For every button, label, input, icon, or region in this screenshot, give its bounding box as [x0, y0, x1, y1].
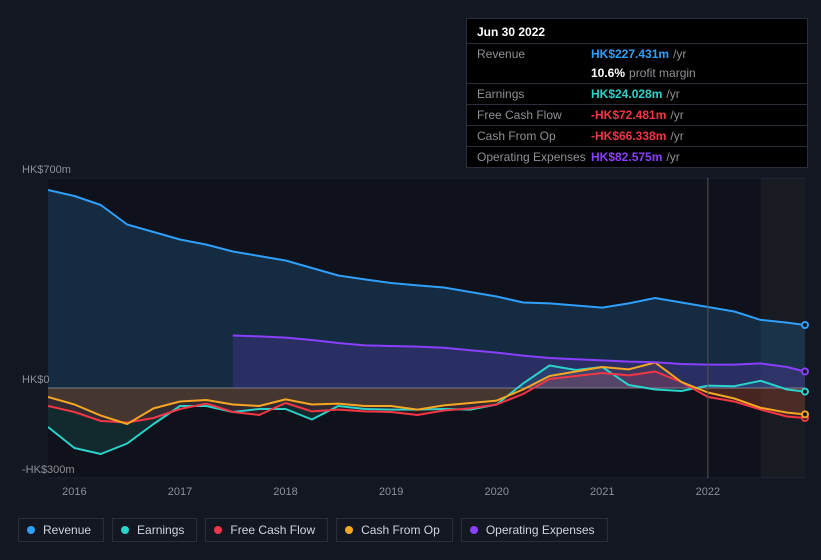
- tooltip-value: HK$82.575m: [591, 150, 662, 164]
- legend-label: Operating Expenses: [486, 523, 595, 537]
- legend-item-opex[interactable]: Operating Expenses: [461, 518, 608, 542]
- x-tick-label: 2021: [590, 486, 614, 498]
- legend-swatch: [27, 526, 35, 534]
- x-tick-label: 2017: [168, 486, 192, 498]
- tooltip-label: Cash From Op: [477, 129, 591, 143]
- tooltip-label: Operating Expenses: [477, 150, 591, 164]
- tooltip-sub-revenue: .10.6%profit margin: [467, 64, 807, 83]
- legend-swatch: [121, 526, 129, 534]
- x-tick-label: 2018: [273, 486, 297, 498]
- tooltip-value: HK$227.431m: [591, 47, 669, 61]
- tooltip-value: HK$24.028m: [591, 87, 662, 101]
- x-tick-label: 2022: [696, 486, 720, 498]
- legend-label: Earnings: [137, 523, 184, 537]
- legend-swatch: [214, 526, 222, 534]
- x-tick-label: 2020: [484, 486, 508, 498]
- tooltip-row-opex: Operating ExpensesHK$82.575m/yr: [467, 146, 807, 167]
- x-tick-label: 2019: [379, 486, 403, 498]
- legend-item-earnings[interactable]: Earnings: [112, 518, 197, 542]
- legend-swatch: [470, 526, 478, 534]
- tooltip-row-cfo: Cash From Op-HK$66.338m/yr: [467, 125, 807, 146]
- tooltip-date: Jun 30 2022: [467, 19, 807, 43]
- tooltip-row-earnings: EarningsHK$24.028m/yr: [467, 83, 807, 104]
- tooltip-label: Earnings: [477, 87, 591, 101]
- tooltip-value: -HK$72.481m: [591, 108, 666, 122]
- legend-swatch: [345, 526, 353, 534]
- tooltip-unit: /yr: [666, 87, 679, 101]
- x-tick-label: 2016: [62, 486, 86, 498]
- tooltip-sub-value: 10.6%: [591, 66, 625, 80]
- tooltip-value: -HK$66.338m: [591, 129, 666, 143]
- tooltip-row-revenue: RevenueHK$227.431m/yr: [467, 43, 807, 64]
- legend-item-revenue[interactable]: Revenue: [18, 518, 104, 542]
- legend-label: Revenue: [43, 523, 91, 537]
- legend-label: Cash From Op: [361, 523, 440, 537]
- tooltip-unit: /yr: [670, 129, 683, 143]
- legend-item-fcf[interactable]: Free Cash Flow: [205, 518, 328, 542]
- y-tick-label: HK$700m: [22, 164, 71, 176]
- tooltip-label: Free Cash Flow: [477, 108, 591, 122]
- legend-item-cfo[interactable]: Cash From Op: [336, 518, 453, 542]
- legend-label: Free Cash Flow: [230, 523, 315, 537]
- tooltip-sub-unit: profit margin: [629, 66, 696, 80]
- tooltip-unit: /yr: [666, 150, 679, 164]
- legend: Revenue Earnings Free Cash Flow Cash From O…: [18, 518, 608, 542]
- tooltip-unit: /yr: [670, 108, 683, 122]
- tooltip: Jun 30 2022RevenueHK$227.431m/yr.10.6%pr…: [466, 18, 808, 168]
- tooltip-unit: /yr: [673, 47, 686, 61]
- tooltip-row-fcf: Free Cash Flow-HK$72.481m/yr: [467, 104, 807, 125]
- y-tick-label: -HK$300m: [22, 464, 75, 476]
- y-tick-label: HK$0: [22, 374, 50, 386]
- tooltip-label: Revenue: [477, 47, 591, 61]
